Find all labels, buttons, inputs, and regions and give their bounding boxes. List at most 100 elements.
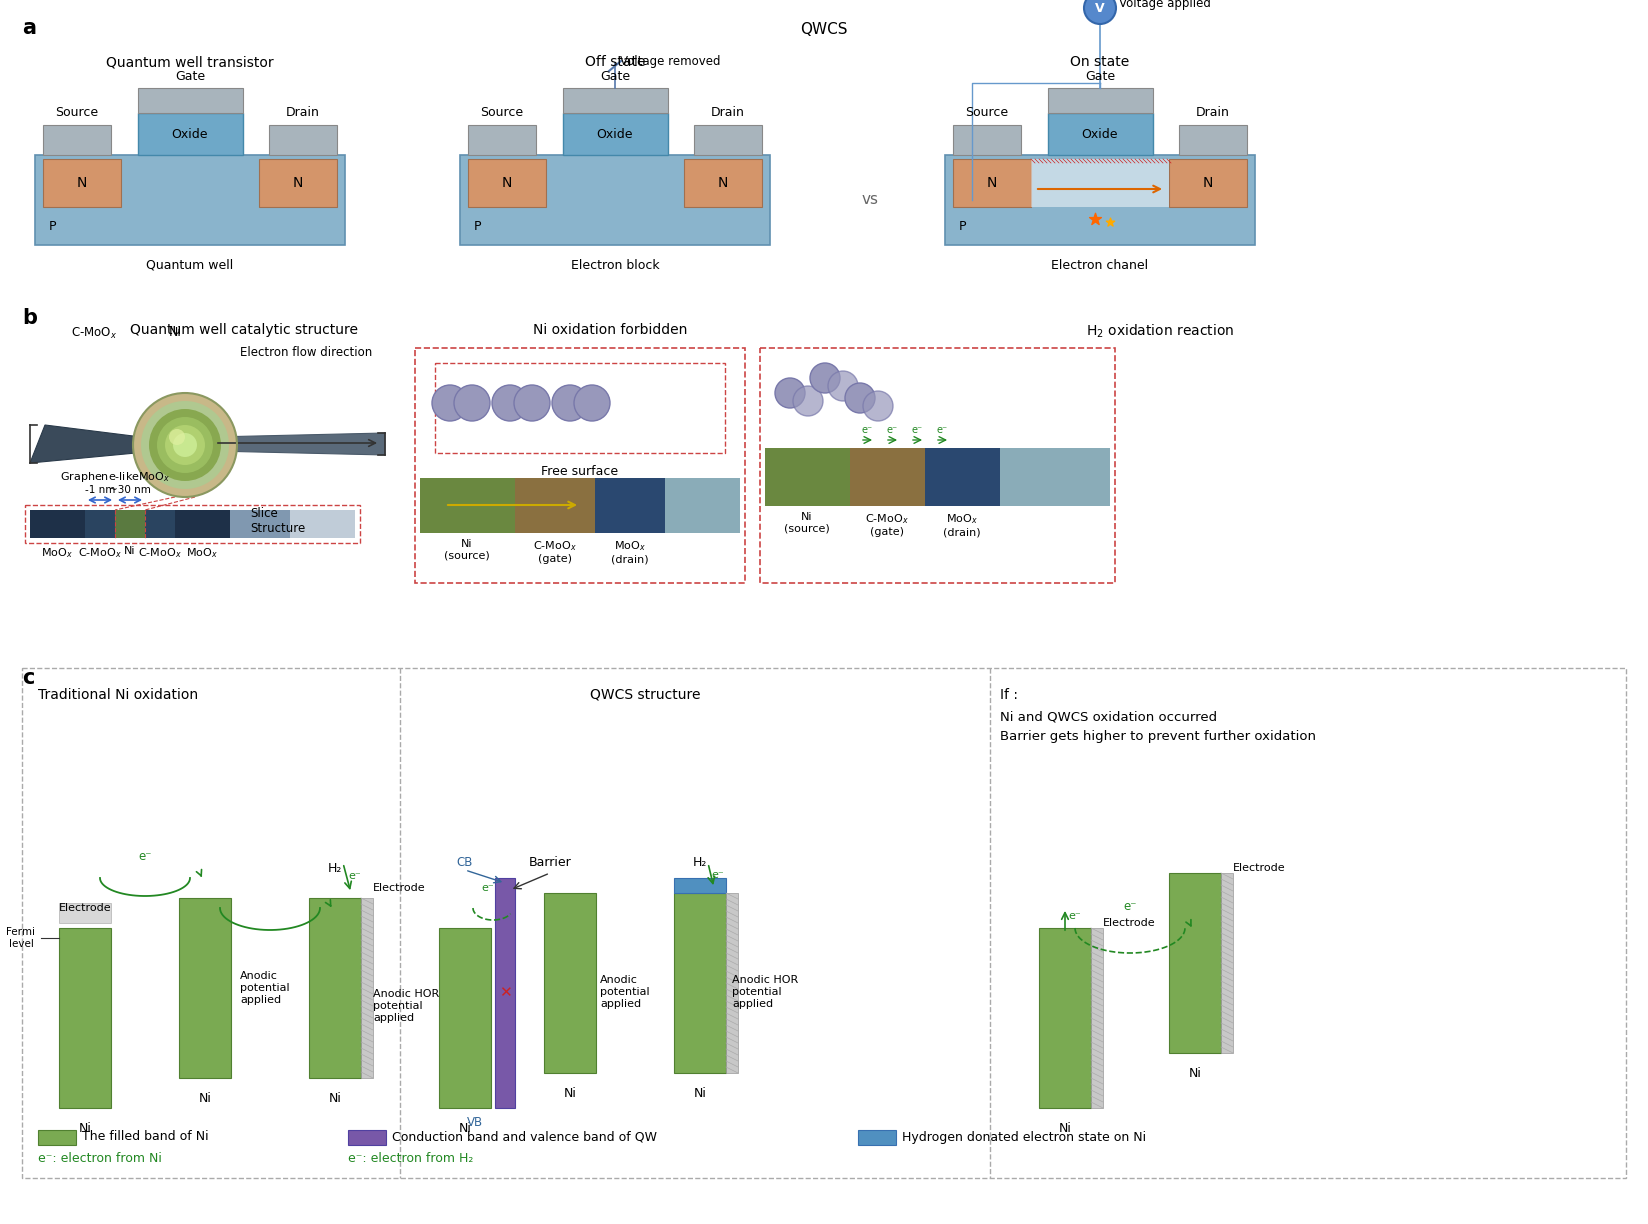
Text: Anodic
potential
applied: Anodic potential applied <box>600 976 649 1009</box>
Bar <box>1168 873 1221 1053</box>
Text: e⁻: electron from H₂: e⁻: electron from H₂ <box>348 1152 473 1164</box>
Bar <box>438 928 491 1108</box>
Text: Gate: Gate <box>1084 70 1116 82</box>
Circle shape <box>173 433 198 457</box>
Text: Drain: Drain <box>287 106 320 120</box>
Bar <box>361 898 372 1078</box>
Text: Anodic HOR
potential
applied: Anodic HOR potential applied <box>732 976 798 1009</box>
Bar <box>435 364 725 453</box>
Text: Ni: Ni <box>168 326 181 339</box>
Text: Anodic
potential
applied: Anodic potential applied <box>241 972 290 1005</box>
Text: Conduction band and valence band of QW: Conduction band and valence band of QW <box>392 1131 658 1143</box>
Text: Electron flow direction: Electron flow direction <box>241 346 372 359</box>
Bar <box>308 898 361 1078</box>
Text: Voltage removed: Voltage removed <box>620 55 720 67</box>
Bar <box>175 510 231 539</box>
Text: Anodic HOR
potential
applied: Anodic HOR potential applied <box>372 989 440 1022</box>
Text: H₂: H₂ <box>328 862 343 874</box>
Bar <box>1032 159 1168 207</box>
Bar <box>760 348 1116 583</box>
Bar <box>684 159 761 207</box>
Bar <box>468 125 536 155</box>
Circle shape <box>133 393 237 497</box>
Text: e⁻: e⁻ <box>138 849 152 863</box>
Circle shape <box>453 386 489 421</box>
Bar <box>674 878 727 894</box>
Text: N: N <box>501 176 513 190</box>
Text: e⁻: e⁻ <box>911 425 923 435</box>
Text: e⁻: e⁻ <box>1068 911 1081 920</box>
Text: CB: CB <box>456 857 473 869</box>
Text: Graphene-likeMoO$_x$: Graphene-likeMoO$_x$ <box>59 470 170 483</box>
Text: ✕: ✕ <box>499 985 511 1000</box>
Text: Ni: Ni <box>124 546 135 556</box>
Bar <box>460 155 770 245</box>
Text: Slice
Structure: Slice Structure <box>250 507 305 535</box>
Text: Traditional Ni oxidation: Traditional Ni oxidation <box>38 688 198 703</box>
Circle shape <box>552 386 588 421</box>
Bar <box>25 506 359 543</box>
Text: Free surface: Free surface <box>542 465 618 479</box>
Bar <box>231 510 290 539</box>
Text: N: N <box>987 176 997 190</box>
Text: a: a <box>21 18 36 38</box>
Bar <box>727 894 738 1073</box>
Text: Electrode: Electrode <box>372 883 425 894</box>
Circle shape <box>493 386 527 421</box>
Bar <box>765 448 850 506</box>
Text: e⁻: e⁻ <box>712 870 725 880</box>
Polygon shape <box>30 425 157 463</box>
Bar <box>1048 88 1154 113</box>
Bar <box>43 125 110 155</box>
Text: vs: vs <box>862 192 878 208</box>
Text: V: V <box>1096 1 1104 15</box>
Bar <box>59 928 110 1108</box>
Text: Ni: Ni <box>1188 1067 1201 1080</box>
Text: Ni oxidation forbidden: Ni oxidation forbidden <box>532 323 687 337</box>
Text: N: N <box>1203 176 1213 190</box>
Text: VB: VB <box>466 1116 483 1130</box>
Bar <box>59 903 110 923</box>
Text: C-MoO$_x$: C-MoO$_x$ <box>77 546 122 559</box>
Text: N: N <box>293 176 303 190</box>
Bar <box>514 479 595 532</box>
Text: H$_2$ oxidation reaction: H$_2$ oxidation reaction <box>1086 323 1234 340</box>
Text: On state: On state <box>1070 55 1129 69</box>
Point <box>1081 209 1107 229</box>
Bar <box>1048 113 1154 155</box>
Text: P: P <box>475 220 481 234</box>
Text: Ni: Ni <box>564 1087 577 1100</box>
Bar <box>43 159 120 207</box>
Text: QWCS structure: QWCS structure <box>590 688 700 703</box>
Bar <box>1000 448 1111 506</box>
Text: Drain: Drain <box>1196 106 1229 120</box>
Text: Quantum well: Quantum well <box>147 259 234 272</box>
Text: Source: Source <box>966 106 1009 120</box>
Text: Oxide: Oxide <box>1081 127 1119 141</box>
Bar <box>564 113 667 155</box>
Text: Ni and QWCS oxidation occurred: Ni and QWCS oxidation occurred <box>1000 710 1218 723</box>
Bar <box>1168 159 1248 207</box>
Bar <box>850 448 925 506</box>
Circle shape <box>864 390 893 421</box>
Circle shape <box>793 386 822 416</box>
Bar <box>180 898 231 1078</box>
Circle shape <box>811 364 840 393</box>
Bar <box>694 125 761 155</box>
Text: Electrode: Electrode <box>1233 863 1285 873</box>
Text: e⁻: e⁻ <box>1124 900 1137 913</box>
Text: Electron block: Electron block <box>570 259 659 272</box>
Text: Ni: Ni <box>79 1122 91 1135</box>
Bar <box>420 479 514 532</box>
Text: Quantum well catalytic structure: Quantum well catalytic structure <box>130 323 358 337</box>
Text: Gate: Gate <box>600 70 630 82</box>
Text: The filled band of Ni: The filled band of Ni <box>82 1131 209 1143</box>
Text: If :: If : <box>1000 688 1018 703</box>
Text: MoO$_x$: MoO$_x$ <box>41 546 73 559</box>
Bar <box>259 159 336 207</box>
Bar <box>138 113 242 155</box>
Bar <box>30 510 86 539</box>
Circle shape <box>165 425 204 465</box>
Bar <box>138 88 242 113</box>
Text: C-MoO$_x$
(gate): C-MoO$_x$ (gate) <box>865 512 908 537</box>
